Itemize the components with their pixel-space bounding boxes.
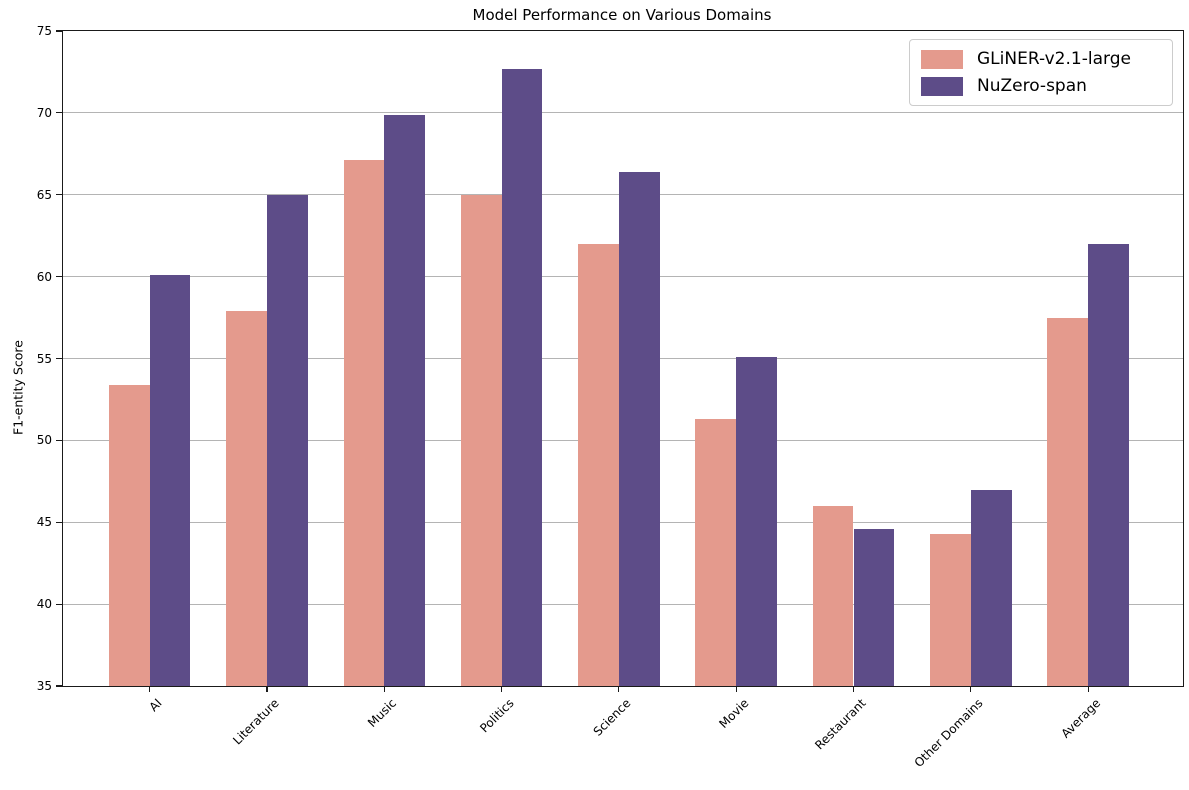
bar-nuzero-span-ai [149,274,191,686]
bar-nuzero-span-restaurant [853,528,895,686]
bar-nuzero-span-science [618,171,660,686]
legend-swatch-gliner [921,49,963,69]
legend-entry-nuzero: NuZero-span [921,76,1161,96]
y-tick-label: 55 [36,351,52,366]
legend: GLiNER-v2.1-large NuZero-span [909,39,1173,106]
x-tick-label: Restaurant [812,696,869,753]
y-axis-label: F1-entity Score [10,340,26,435]
y-tick-mark [56,439,62,441]
bar-gliner-v2-1-large-ai [108,384,150,686]
x-tick-mark [852,686,855,692]
bar-nuzero-span-literature [267,194,308,686]
bar-nuzero-span-movie [736,356,777,686]
legend-label-nuzero: NuZero-span [977,76,1087,96]
y-tick-label: 35 [36,679,52,693]
x-tick-mark [266,686,268,692]
x-tick-mark [735,686,737,692]
x-tick-mark [383,686,385,692]
legend-label-gliner: GLiNER-v2.1-large [977,49,1131,69]
y-tick-label: 75 [36,24,52,38]
x-tick-label: Average [1058,696,1103,741]
x-tick-mark [1087,686,1089,692]
legend-swatch-nuzero [921,76,963,96]
y-tick-mark [56,194,62,196]
bar-gliner-v2-1-large-other-domains [930,533,971,686]
y-tick-label: 40 [36,597,52,612]
x-tick-mark [149,686,151,692]
x-tick-label: Science [590,696,634,739]
x-tick-label: Other Domains [911,696,986,771]
bar-gliner-v2-1-large-music [343,160,385,686]
plot-area: F1-entity Score GLiNER-v2.1-large NuZero… [11,24,1184,770]
chart-title: Model Performance on Various Domains [472,6,772,24]
bar-nuzero-span-politics [501,68,543,686]
bar-nuzero-span-other-domains [970,489,1012,686]
bar-gliner-v2-1-large-literature [226,311,267,686]
y-tick-mark [56,30,62,32]
legend-entry-gliner: GLiNER-v2.1-large [921,49,1161,69]
y-tick-mark [56,603,62,605]
bar-gliner-v2-1-large-movie [695,419,737,686]
y-tick-mark [56,685,62,687]
x-tick-label: Literature [230,696,282,748]
y-tick-label: 70 [36,105,52,120]
bar-nuzero-span-music [384,114,426,686]
y-tick-mark [56,521,62,523]
y-tick-label: 60 [36,269,52,284]
x-tick-label: Music [365,696,400,731]
x-tick-label: AI [146,696,165,715]
gridline [63,112,1183,114]
x-tick-label: Politics [477,696,517,736]
bar-gliner-v2-1-large-politics [460,194,502,686]
x-tick-mark [501,686,503,692]
bar-gliner-v2-1-large-average [1047,317,1089,686]
x-tick-mark [618,686,620,692]
y-tick-label: 50 [36,433,52,448]
bar-nuzero-span-average [1088,243,1129,686]
y-tick-mark [56,276,62,278]
y-tick-mark [56,357,62,360]
y-tick-label: 45 [36,515,52,530]
y-tick-label: 65 [36,187,52,202]
x-tick-label: Movie [716,696,752,732]
bar-gliner-v2-1-large-restaurant [812,505,854,686]
x-tick-mark [970,686,972,692]
bar-gliner-v2-1-large-science [578,243,619,686]
y-tick-mark [56,112,62,114]
